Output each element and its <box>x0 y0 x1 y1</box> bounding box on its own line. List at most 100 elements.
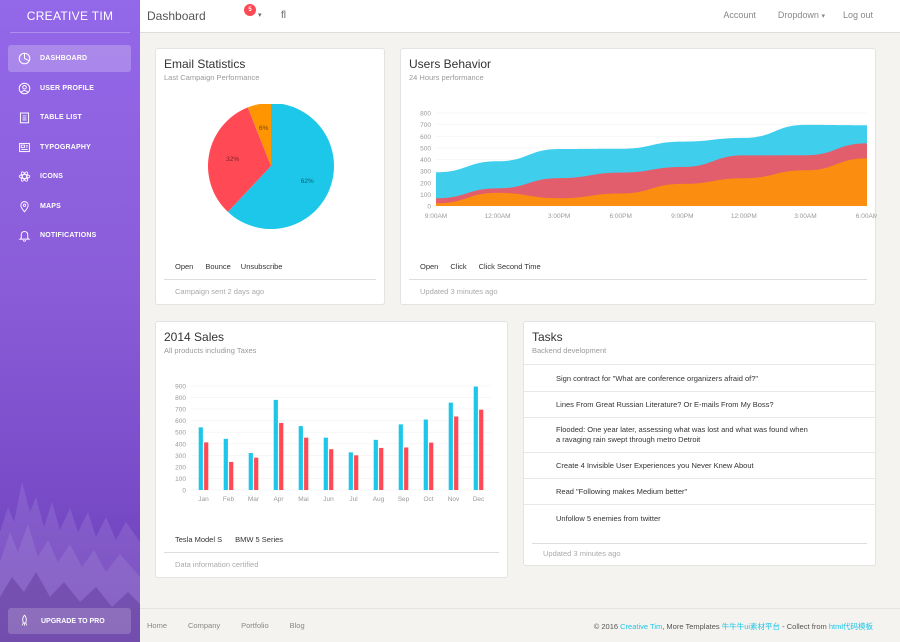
pie-label: 6% <box>259 125 269 132</box>
upgrade-label: UPGRADE TO PRO <box>41 617 105 625</box>
bar-bmw-5-series-feb <box>229 461 234 490</box>
forest-background-image <box>0 482 140 642</box>
copyright-prefix: © 2016 <box>593 622 621 631</box>
task-item[interactable]: Sign contract for "What are conference o… <box>524 364 876 391</box>
dropdown-label: Dropdown <box>777 10 819 20</box>
sidebar-item-table-list[interactable]: TABLE LIST <box>8 104 131 131</box>
y-tick-label: 100 <box>175 476 186 483</box>
task-text: Create 4 Invisible User Experiences you … <box>556 461 754 470</box>
pie-label: 62% <box>301 178 314 185</box>
users-behavior-area-chart: 0 100 200 300 400 500 600 700 800 9:00AM 12:00AM 3:… <box>420 111 877 221</box>
footer-link-home[interactable]: Home <box>147 621 168 630</box>
task-item[interactable]: Lines From Great Russian Literature? Or … <box>524 391 876 417</box>
y-tick-label: 600 <box>175 418 186 425</box>
brand-logo[interactable]: CREATIVE TIM <box>10 0 130 33</box>
y-tick-label: 900 <box>175 384 186 391</box>
footer-link-blog[interactable]: Blog <box>289 621 305 630</box>
bar-bmw-5-series-oct <box>429 442 434 490</box>
task-item[interactable]: Create 4 Invisible User Experiences you … <box>524 452 876 478</box>
bar-bmw-5-series-sep <box>404 447 409 490</box>
x-tick-label: Dec <box>473 496 485 503</box>
x-tick-label: Oct <box>423 496 433 503</box>
y-tick-label: 700 <box>420 122 431 129</box>
bar-bmw-5-series-nov <box>454 416 459 490</box>
task-text: Unfollow 5 enemies from twitter <box>556 513 661 523</box>
bell-icon <box>17 229 31 243</box>
sidebar-item-label: MAPS <box>40 202 62 210</box>
legend-item-bmw: BMW 5 Series <box>235 535 284 544</box>
x-tick-label: Jun <box>323 496 334 503</box>
task-item[interactable]: Flooded: One year later, assessing what … <box>524 417 876 452</box>
card-subtitle: Last Campaign Performance <box>164 73 260 82</box>
x-tick-label: 9:00PM <box>671 213 693 220</box>
news-icon <box>17 140 31 154</box>
pie-chart-icon <box>17 52 31 66</box>
sidebar-item-user-profile[interactable]: USER PROFILE <box>8 75 131 102</box>
top-nav-links: Account Dropdown ▾ Log out <box>723 10 900 20</box>
bar-bmw-5-series-mai <box>304 437 309 490</box>
card-title: Tasks <box>532 330 563 344</box>
dropdown-menu[interactable]: Dropdown ▾ <box>778 10 825 20</box>
sidebar-item-label: DASHBOARD <box>40 55 88 62</box>
account-link[interactable]: Account <box>723 10 756 20</box>
card-subtitle: Backend development <box>532 346 607 355</box>
search-icon[interactable]: fl <box>281 10 286 21</box>
caret-down-icon: ▾ <box>821 13 825 20</box>
bar-bmw-5-series-jun <box>329 449 334 490</box>
x-tick-label: 12:00PM <box>731 213 757 220</box>
creative-tim-link[interactable]: Creative Tim <box>620 622 663 631</box>
legend-item-open: Open <box>420 262 439 271</box>
x-tick-label: 9:00AM <box>425 213 447 220</box>
sidebar: CREATIVE TIM DASHBOARD USER PROFILE TABL… <box>0 0 140 642</box>
sidebar-item-notifications[interactable]: NOTIFICATIONS <box>8 222 131 249</box>
sidebar-item-label: ICONS <box>40 173 64 180</box>
page-title[interactable]: Dashboard <box>147 9 206 23</box>
caret-down-icon: ▾ <box>258 12 262 19</box>
task-text: Sign contract for "What are conference o… <box>556 373 759 383</box>
pie-label: 32% <box>226 156 239 163</box>
footer-copyright: © 2016 Creative Tim, More Templates 牛牛牛u… <box>594 621 873 632</box>
atom-icon <box>17 170 31 184</box>
legend-item-click-second-time: Click Second Time <box>478 262 541 271</box>
bar-tesla-model-s-oct <box>423 419 428 490</box>
y-tick-label: 700 <box>175 407 186 414</box>
task-item[interactable]: Unfollow 5 enemies from twitter <box>524 504 876 531</box>
x-tick-label: Jan <box>198 496 209 503</box>
upgrade-to-pro-button[interactable]: UPGRADE TO PRO <box>8 608 131 634</box>
footer-link-portfolio[interactable]: Portfolio <box>241 621 269 630</box>
bar-tesla-model-s-apr <box>273 399 278 490</box>
y-tick-label: 800 <box>420 111 431 118</box>
sidebar-item-typography[interactable]: TYPOGRAPHY <box>8 134 131 161</box>
chart-legend: Tesla Model S BMW 5 Series <box>175 535 283 544</box>
x-tick-label: 12:00AM <box>485 213 511 220</box>
x-tick-label: 3:00PM <box>548 213 570 220</box>
y-tick-label: 100 <box>420 192 431 199</box>
x-tick-label: Jul <box>349 496 358 503</box>
logout-link[interactable]: Log out <box>842 10 873 20</box>
divider <box>164 279 376 280</box>
x-tick-label: Sep <box>398 496 410 503</box>
sidebar-item-dashboard[interactable]: DASHBOARD <box>8 45 131 72</box>
sidebar-item-maps[interactable]: MAPS <box>8 193 131 220</box>
templates-link[interactable]: 牛牛牛ui素材平台 <box>721 622 781 631</box>
bar-bmw-5-series-apr <box>279 422 284 490</box>
card-title: 2014 Sales <box>164 330 225 344</box>
x-tick-label: Mar <box>248 496 260 503</box>
task-item[interactable]: Read "Following makes Medium better" <box>524 478 876 504</box>
footer-link-company[interactable]: Company <box>188 621 221 630</box>
tasks-list: Sign contract for "What are conference o… <box>524 364 876 531</box>
y-tick-label: 0 <box>182 488 186 495</box>
collect-from-link[interactable]: html代码模板 <box>828 622 873 631</box>
sidebar-item-label: NOTIFICATIONS <box>40 232 97 239</box>
legend-item-tesla: Tesla Model S <box>175 535 223 544</box>
sidebar-item-icons[interactable]: ICONS <box>8 163 131 190</box>
sales-card: 2014 Sales All products including Taxes … <box>155 321 508 578</box>
top-navbar: Dashboard 5 ▾ fl Account Dropdown ▾ Log … <box>140 0 900 33</box>
bar-tesla-model-s-jan <box>198 427 203 490</box>
tasks-card: Tasks Backend development Sign contract … <box>523 321 876 566</box>
y-tick-label: 800 <box>175 395 186 402</box>
chart-legend: Open Click Click Second Time <box>420 262 541 271</box>
pie-slice-bounce <box>208 107 271 212</box>
x-tick-label: 3:00AM <box>794 213 816 220</box>
notifications-dropdown[interactable]: 5 ▾ <box>244 4 264 24</box>
